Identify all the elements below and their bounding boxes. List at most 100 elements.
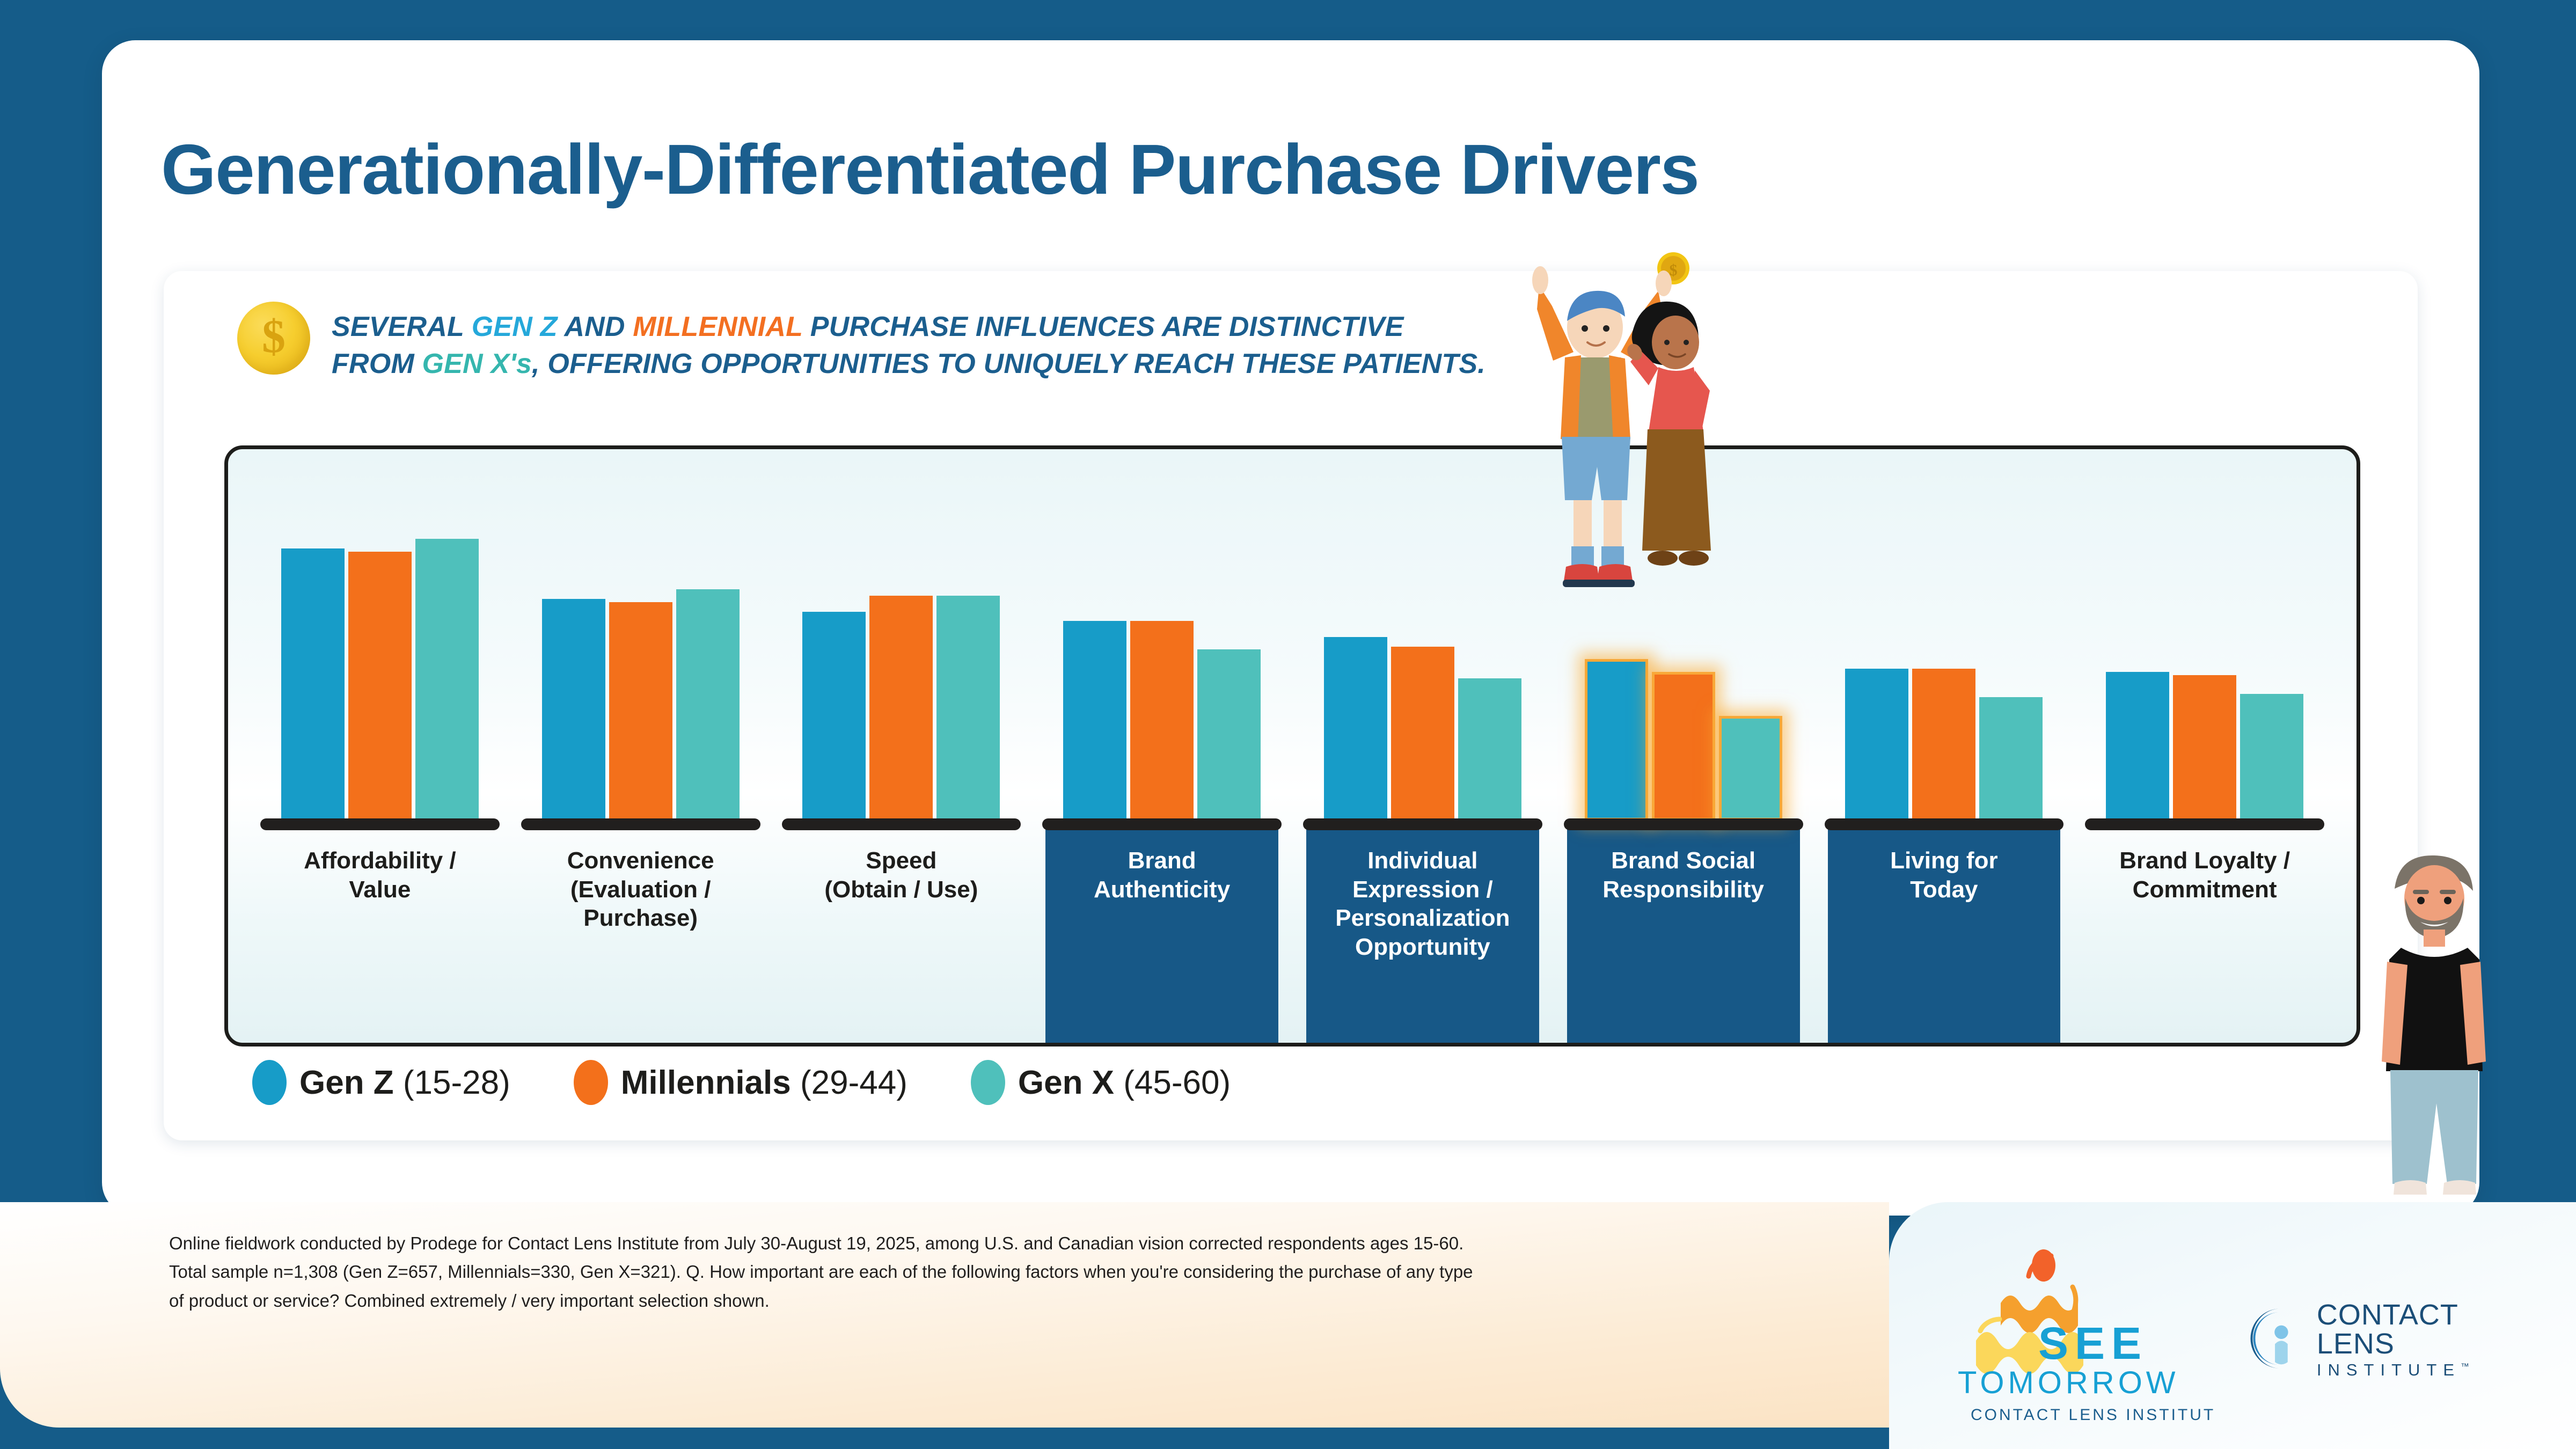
category-label-line: Today — [1910, 876, 1978, 903]
legend-name: Millennials — [620, 1064, 800, 1101]
see-tomorrow-logo: SEE TOMORROW CONTACT LENS INSTITUTE — [1948, 1245, 2226, 1428]
bar-chart-plot: 86%85%89% Affordability /Value 70%69%73% Co… — [228, 449, 2357, 1043]
footnote-line-1: Online fieldwork conducted by Prodege fo… — [169, 1233, 1464, 1253]
bar-genz[interactable]: 86% — [281, 548, 345, 821]
bar-mil[interactable]: 47% — [1651, 671, 1715, 821]
callout-l2-p1: FROM — [332, 348, 422, 379]
bar-genz[interactable]: 47% — [2106, 671, 2170, 821]
callout-genx: GEN X's — [422, 348, 532, 379]
bar-wrapper-mil: 63% — [1130, 449, 1194, 821]
bar-mil[interactable]: 71% — [869, 596, 933, 821]
category-label-line: (Evaluation / — [570, 876, 711, 903]
bar-genx[interactable]: 40% — [2240, 694, 2304, 821]
group-baseline — [260, 818, 500, 830]
bar-wrapper-genz: 70% — [541, 449, 605, 821]
bar-genz[interactable]: 51% — [1584, 659, 1648, 821]
category-label: Individual Expression / Personalization Opp… — [1298, 846, 1548, 962]
category-label: Brand Loyalty / Commitment — [2080, 846, 2330, 904]
bar-genx[interactable]: 89% — [415, 538, 479, 821]
bars-container: 86%85%89% — [271, 449, 489, 821]
bar-genx[interactable]: 73% — [676, 589, 740, 821]
bar-wrapper-mil: 71% — [869, 449, 933, 821]
bar-wrapper-genx: 89% — [415, 449, 479, 821]
chart-legend: Gen Z (15-28) Millennials (29-44) Gen X (4… — [252, 1060, 1231, 1105]
category-label-line: Opportunity — [1355, 934, 1490, 961]
category-label-line: Brand Loyalty / — [2119, 847, 2290, 874]
bar-wrapper-genz: 47% — [2106, 449, 2170, 821]
bar-genx[interactable]: 54% — [1197, 649, 1261, 821]
bar-group-0: 86%85%89% Affordability /Value — [250, 449, 510, 1043]
legend-item-mil[interactable]: Millennials (29-44) — [573, 1060, 908, 1105]
cli-line-1: CONTACT LENS — [2316, 1298, 2458, 1360]
group-baseline — [781, 818, 1021, 830]
bar-wrapper-genz: 48% — [1845, 449, 1909, 821]
category-label-line: Speed — [866, 847, 937, 874]
legend-name: Gen Z — [299, 1064, 403, 1101]
group-baseline — [1303, 818, 1542, 830]
category-label-line: Convenience — [567, 847, 714, 874]
bar-genx[interactable]: 71% — [936, 596, 1000, 821]
category-label-line: Value — [349, 876, 411, 903]
bar-wrapper-genx: 54% — [1197, 449, 1261, 821]
young-adults-illustration: $ — [1497, 252, 1744, 628]
bar-wrapper-genz: 58% — [1323, 449, 1387, 821]
bar-genx[interactable]: 39% — [1979, 697, 2043, 821]
bar-genz[interactable]: 58% — [1323, 636, 1387, 821]
bar-wrapper-genz: 86% — [281, 449, 345, 821]
bar-genz[interactable]: 48% — [1845, 668, 1909, 821]
logo-panel — [1889, 1202, 2576, 1449]
bars-container: 70%69%73% — [532, 449, 750, 821]
cli-line-2: INSTITUTE™ — [2316, 1360, 2476, 1379]
bar-mil[interactable]: 48% — [1912, 668, 1976, 821]
category-label-line: Responsibility — [1602, 876, 1764, 903]
bars-container: 63%63%54% — [1053, 449, 1271, 821]
bar-mil[interactable]: 46% — [2173, 675, 2237, 821]
callout-l1-p3: PURCHASE INFLUENCES ARE DISTINCTIVE — [802, 311, 1404, 342]
bar-wrapper-mil: 85% — [348, 449, 412, 821]
bar-genx[interactable]: 45% — [1458, 678, 1521, 821]
bar-mil[interactable]: 85% — [348, 551, 412, 821]
bar-wrapper-genz: 51% — [1584, 449, 1648, 821]
bar-wrapper-mil: 69% — [609, 449, 672, 821]
bar-wrapper-genx: 73% — [676, 449, 740, 821]
legend-swatch-icon — [252, 1060, 287, 1105]
bar-group-2: 66%71%71%Speed(Obtain / Use) — [771, 449, 1032, 1043]
category-label: Affordability / Value — [255, 846, 505, 904]
legend-label: Gen Z (15-28) — [299, 1064, 510, 1102]
category-label-line: Authenticity — [1094, 876, 1231, 903]
legend-item-genz[interactable]: Gen Z (15-28) — [252, 1060, 510, 1105]
legend-item-genx[interactable]: Gen X (45-60) — [970, 1060, 1231, 1105]
legend-swatch-icon — [970, 1060, 1005, 1105]
bar-wrapper-genz: 66% — [802, 449, 866, 821]
bar-genz[interactable]: 66% — [802, 611, 866, 821]
footnote-line-2: Total sample n=1,308 (Gen Z=657, Millenn… — [169, 1262, 1473, 1282]
category-label-line: Expression / — [1352, 876, 1493, 903]
callout-l1-p1: SEVERAL — [332, 311, 472, 342]
legend-swatch-icon — [573, 1060, 608, 1105]
bar-wrapper-genx: 33% — [1718, 449, 1782, 821]
category-label-line: Brand — [1128, 847, 1196, 874]
bar-wrapper-mil: 46% — [2173, 449, 2237, 821]
bar-genz[interactable]: 63% — [1063, 621, 1127, 821]
category-label-box — [1045, 825, 1278, 1043]
group-baseline — [1042, 818, 1282, 830]
bar-mil[interactable]: 55% — [1391, 646, 1454, 821]
bar-genx[interactable]: 33% — [1718, 716, 1782, 821]
bar-wrapper-genz: 63% — [1063, 449, 1127, 821]
legend-label: Gen X (45-60) — [1018, 1064, 1231, 1102]
svg-text:$: $ — [1670, 261, 1678, 279]
group-baseline — [1563, 818, 1803, 830]
page-title: Generationally-Differentiated Purchase D… — [161, 130, 1700, 209]
bar-group-1: 70%69%73% Convenience(Evaluation /Purchas… — [510, 449, 771, 1043]
group-baseline — [2085, 818, 2324, 830]
bar-mil[interactable]: 63% — [1130, 621, 1194, 821]
category-label-line: Brand Social — [1611, 847, 1756, 874]
bar-mil[interactable]: 69% — [609, 602, 672, 821]
svg-text:TOMORROW: TOMORROW — [1958, 1365, 2179, 1400]
bars-container: 48%48%39% — [1835, 449, 2053, 821]
bar-genz[interactable]: 70% — [541, 599, 605, 821]
svg-text:SEE: SEE — [2038, 1318, 2148, 1368]
contact-lens-institute-logo: CONTACT LENS INSTITUTE™ — [2246, 1288, 2525, 1390]
